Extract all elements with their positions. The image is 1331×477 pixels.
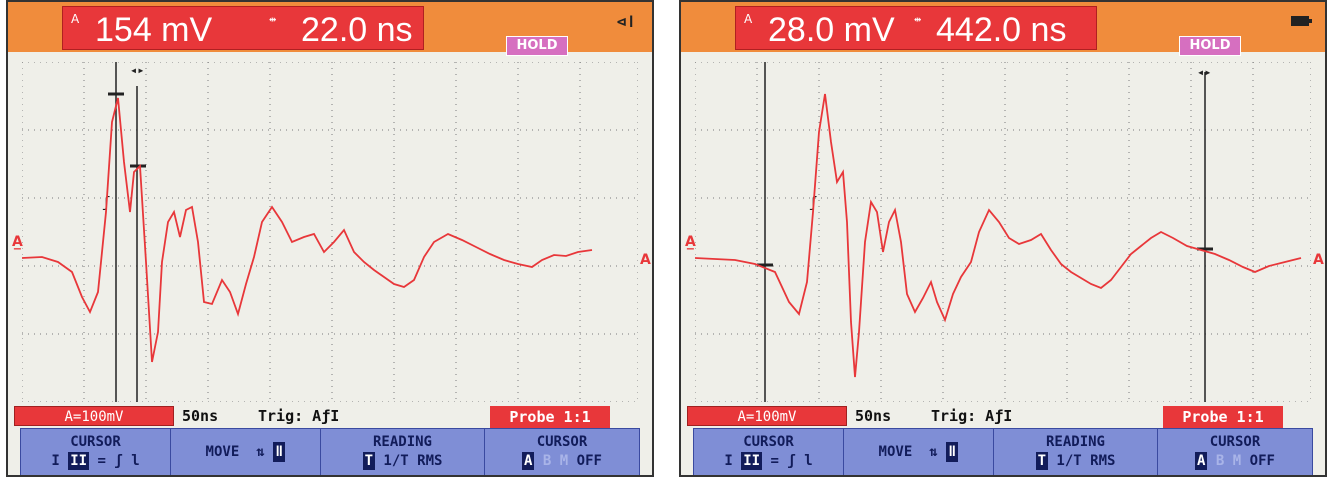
softkey-reading[interactable]: READING T 1/T RMS — [994, 429, 1158, 475]
channel-a-marker: A̲ — [12, 234, 23, 250]
cursor-type-options: I II = ʃ l — [51, 452, 140, 470]
move-cursor-icon: ⇅ — [929, 444, 938, 460]
cursor-readout: A 154 mV ⇹ 22.0 ns — [62, 6, 424, 50]
softkey-bar: CURSOR I II = ʃ l MOVE ⇅ ǁ READING T 1/T… — [693, 428, 1313, 475]
softkey-reading[interactable]: READING T 1/T RMS — [321, 429, 485, 475]
trigger-setting: Trig: AƒI — [258, 407, 340, 425]
volts-per-div: A=100mV — [14, 406, 174, 426]
top-bar: A 154 mV ⇹ 22.0 ns ⊲ǀ HOLD — [8, 2, 652, 56]
channel-a-marker-right: A — [1313, 252, 1324, 268]
cursor-lines — [108, 62, 146, 402]
channel-label: A — [71, 12, 80, 26]
hold-badge: HOLD — [1179, 36, 1241, 56]
info-bar: A=100mV 50ns Trig: AƒI Probe 1:1 — [681, 404, 1325, 428]
time-per-div: 50ns — [182, 407, 219, 425]
scope-screen-right: A 28.0 mV ⇹ 442.0 ns HOLD — [679, 0, 1327, 477]
delta-time-icon: ⇹ — [269, 12, 277, 26]
info-bar: A=100mV 50ns Trig: AƒI Probe 1:1 — [8, 404, 652, 428]
reading-options: T 1/T RMS — [362, 452, 443, 470]
softkey-label: READING — [1045, 434, 1105, 450]
probe-setting: Probe 1:1 — [1163, 406, 1283, 428]
channel-label: A — [744, 12, 753, 26]
waveform-trace — [694, 93, 1302, 378]
softkey-label: CURSOR — [536, 434, 588, 450]
softkey-label: CURSOR — [1209, 434, 1261, 450]
softkey-move[interactable]: MOVE ⇅ ǁ — [171, 429, 321, 475]
delta-time: 442.0 ns — [936, 11, 1067, 49]
cursor-channel-options: A B M OFF — [522, 452, 602, 470]
time-per-div: 50ns — [855, 407, 892, 425]
softkey-label: CURSOR — [743, 434, 794, 450]
cursor-type-options: I II = ʃ l — [724, 452, 813, 470]
softkey-cursor-on-off[interactable]: CURSOR A B M OFF — [485, 429, 639, 475]
reading-options: T 1/T RMS — [1035, 452, 1116, 470]
softkey-bar: CURSOR I II = ʃ l MOVE ⇅ ǁ READING T 1/T… — [20, 428, 640, 475]
svg-text:◂▸: ◂▸ — [1197, 65, 1211, 79]
waveform-trace — [21, 97, 593, 363]
softkey-cursor-type[interactable]: CURSOR I II = ʃ l — [21, 429, 171, 475]
delta-voltage: 28.0 mV — [768, 11, 895, 49]
power-plug-icon: ⊲ǀ — [616, 12, 636, 31]
channel-a-marker: A̲ — [685, 234, 696, 250]
softkey-label: READING — [372, 434, 432, 450]
delta-voltage: 154 mV — [95, 11, 213, 49]
battery-icon — [1291, 16, 1312, 26]
volts-per-div: A=100mV — [687, 406, 847, 426]
waveform-display: ◂▸ ʃ — [21, 61, 639, 403]
cursor-readout: A 28.0 mV ⇹ 442.0 ns — [735, 6, 1097, 50]
delta-time: 22.0 ns — [301, 11, 413, 49]
softkey-label: MOVE ⇅ ǁ — [878, 442, 959, 462]
softkey-label: MOVE ⇅ ǁ — [205, 442, 286, 462]
probe-setting: Probe 1:1 — [490, 406, 610, 428]
softkey-label: CURSOR — [70, 434, 121, 450]
trigger-setting: Trig: AƒI — [931, 407, 1013, 425]
selected-cursor-icon: ǁ — [946, 442, 959, 462]
top-bar: A 28.0 mV ⇹ 442.0 ns HOLD — [681, 2, 1325, 56]
move-cursor-icon: ⇅ — [256, 444, 265, 460]
channel-a-marker-right: A — [640, 252, 651, 268]
scope-screen-left: A 154 mV ⇹ 22.0 ns ⊲ǀ HOLD — [6, 0, 654, 477]
waveform-display: ◂▸ ʃ — [694, 61, 1312, 403]
cursor-channel-options: A B M OFF — [1195, 452, 1275, 470]
delta-time-icon: ⇹ — [914, 12, 922, 26]
softkey-move[interactable]: MOVE ⇅ ǁ — [844, 429, 994, 475]
svg-text:◂▸: ◂▸ — [130, 63, 144, 77]
softkey-cursor-on-off[interactable]: CURSOR A B M OFF — [1158, 429, 1312, 475]
selected-cursor-icon: ǁ — [273, 442, 286, 462]
softkey-cursor-type[interactable]: CURSOR I II = ʃ l — [694, 429, 844, 475]
cursor-lines — [757, 62, 1213, 402]
hold-badge: HOLD — [506, 36, 568, 56]
